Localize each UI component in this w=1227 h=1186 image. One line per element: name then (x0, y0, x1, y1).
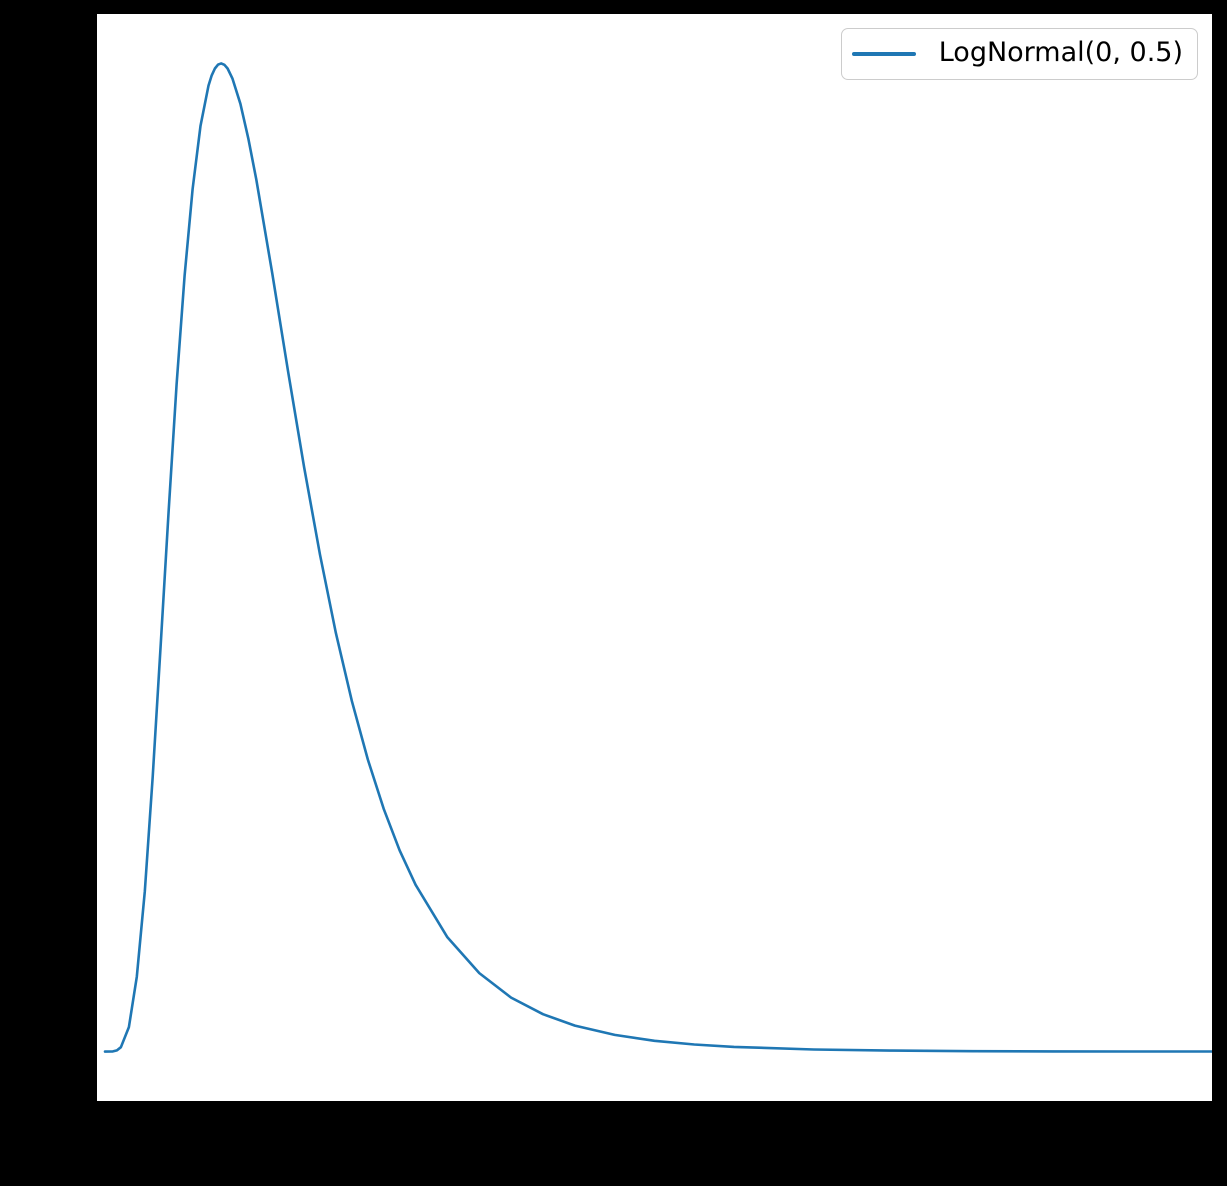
line-chart-svg (103, 62, 1212, 1053)
legend-label: LogNormal(0, 0.5) (938, 37, 1183, 68)
legend-line-sample (851, 52, 916, 56)
legend: LogNormal(0, 0.5) (840, 28, 1198, 80)
plot-area: LogNormal(0, 0.5) (97, 14, 1212, 1101)
lognormal-curve (103, 62, 1212, 1053)
